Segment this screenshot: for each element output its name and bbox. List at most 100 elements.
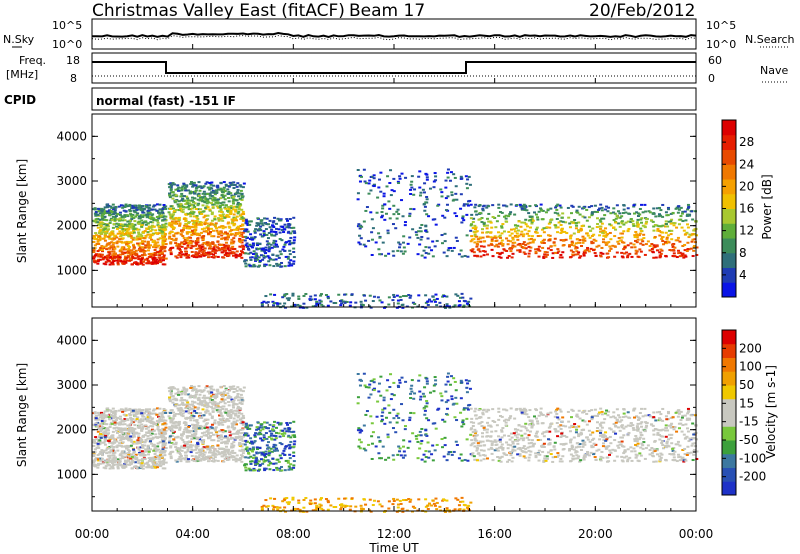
velocity-echo — [140, 462, 144, 465]
velocity-echo — [230, 442, 234, 445]
power-echo — [172, 207, 176, 210]
power-echo — [475, 255, 479, 258]
velocity-echo — [148, 408, 152, 411]
velocity-echo — [104, 465, 108, 468]
velocity-echo — [179, 407, 183, 410]
power-echo — [190, 219, 194, 222]
power-echo — [135, 262, 139, 265]
power-echo — [216, 186, 220, 189]
power-echo — [110, 232, 114, 235]
power-echo — [362, 168, 366, 171]
power-echo — [194, 189, 198, 192]
velocity-echo — [181, 415, 185, 418]
velocity-echo — [118, 436, 122, 439]
power-echo — [109, 246, 113, 249]
power-echo — [227, 208, 231, 211]
power-echo — [450, 249, 454, 252]
power-echo — [250, 236, 254, 239]
power-echo — [96, 260, 100, 263]
power-echo — [219, 230, 223, 233]
power-echo — [186, 205, 190, 208]
power-echo — [161, 263, 165, 266]
power-echo — [495, 220, 499, 223]
power-echo — [343, 300, 347, 303]
power-echo — [672, 224, 676, 227]
power-echo — [511, 238, 515, 241]
velocity-echo — [128, 423, 132, 426]
power-echo — [590, 205, 594, 208]
velocity-echo — [96, 462, 100, 465]
power-echo — [513, 245, 517, 248]
power-echo — [193, 192, 197, 195]
velocity-echo — [116, 449, 120, 452]
power-echo — [487, 212, 491, 215]
power-echo — [395, 294, 399, 297]
power-echo — [150, 216, 154, 219]
power-echo — [94, 210, 98, 213]
power-echo — [239, 245, 243, 248]
velocity-echo — [232, 420, 236, 423]
power-echo — [144, 235, 148, 238]
power-echo — [268, 226, 272, 229]
power-echo — [498, 210, 502, 213]
power-echo — [232, 195, 236, 198]
power-echo — [449, 171, 453, 174]
power-echo — [163, 228, 167, 231]
power-echo — [92, 234, 96, 237]
power-echo — [188, 192, 192, 195]
power-echo — [205, 222, 209, 225]
velocity-echo — [139, 464, 143, 467]
velocity-echo — [194, 430, 198, 433]
power-echo — [415, 233, 419, 236]
power-echo — [149, 230, 153, 233]
power-echo — [180, 186, 184, 189]
power-echo — [244, 252, 248, 255]
velocity-echo — [211, 433, 215, 436]
velocity-echo — [120, 464, 124, 467]
power-echo — [147, 260, 151, 263]
velocity-echo — [222, 450, 226, 453]
power-echo — [276, 305, 280, 308]
power-echo — [561, 244, 565, 247]
velocity-echo — [215, 409, 219, 412]
power-echo — [587, 206, 591, 209]
velocity-echo — [171, 418, 175, 421]
power-echo — [175, 217, 179, 220]
power-echo — [472, 217, 476, 220]
power-echo — [102, 208, 106, 211]
power-echo — [424, 201, 428, 204]
power-echo — [192, 184, 196, 187]
power-echo — [465, 234, 469, 237]
power-echo — [665, 236, 669, 239]
velocity-echo — [187, 426, 191, 429]
power-echo — [640, 217, 644, 220]
power-echo — [496, 245, 500, 248]
velocity-echo — [153, 412, 157, 415]
power-echo — [107, 247, 111, 250]
power-echo — [349, 301, 353, 304]
velocity-echo — [142, 455, 146, 458]
power-echo — [626, 207, 630, 210]
power-echo — [473, 224, 477, 227]
power-echo — [670, 218, 674, 221]
power-echo — [473, 231, 477, 234]
velocity-echo — [105, 423, 109, 426]
power-echo — [626, 230, 630, 233]
power-echo — [260, 304, 264, 307]
power-echo — [287, 264, 291, 267]
power-echo — [430, 300, 434, 303]
velocity-echo — [164, 429, 168, 432]
power-echo — [186, 227, 190, 230]
power-echo — [111, 203, 115, 206]
power-echo — [506, 239, 510, 242]
power-echo — [372, 174, 376, 177]
velocity-echo — [135, 418, 139, 421]
velocity-echo — [164, 411, 168, 414]
velocity-echo — [147, 450, 151, 453]
power-echo — [118, 250, 122, 253]
power-echo — [310, 298, 314, 301]
power-echo — [440, 195, 444, 198]
velocity-echo — [189, 419, 193, 422]
power-echo — [267, 246, 271, 249]
velocity-echo — [136, 439, 140, 442]
